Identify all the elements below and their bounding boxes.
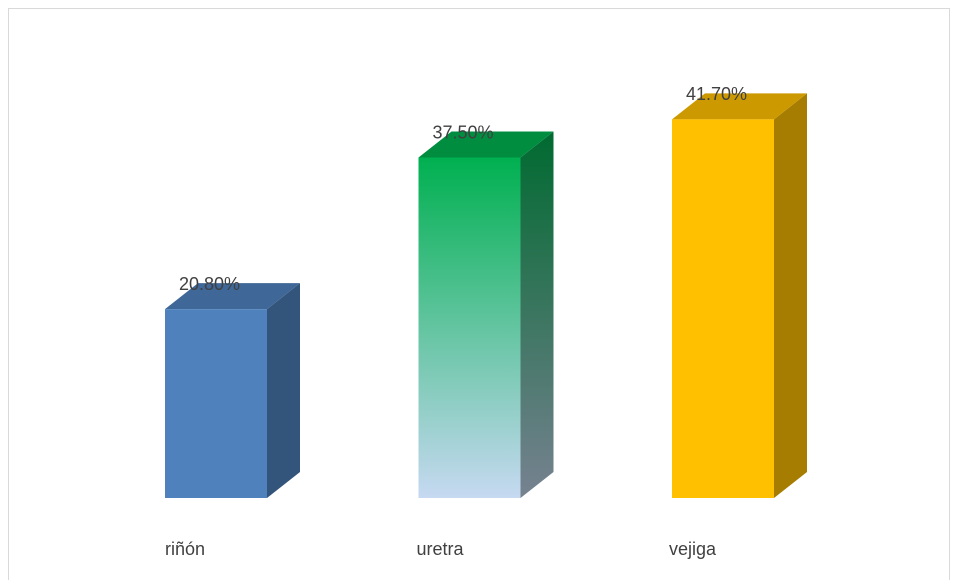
- bar-top: [672, 93, 807, 120]
- bar-top: [165, 283, 300, 310]
- bar-side: [520, 131, 554, 498]
- bar-side: [774, 93, 807, 498]
- bar: [165, 309, 267, 498]
- x-tick-label: uretra: [417, 539, 465, 559]
- bar: [672, 119, 774, 498]
- data-label: 20.80%: [179, 274, 240, 294]
- x-tick-label: vejiga: [669, 539, 717, 559]
- x-tick-label: riñón: [165, 539, 205, 559]
- bar-top: [418, 131, 554, 158]
- bar: [418, 157, 521, 498]
- data-label: 41.70%: [686, 84, 747, 104]
- bar-side: [267, 283, 300, 498]
- data-label: 37.50%: [433, 122, 494, 142]
